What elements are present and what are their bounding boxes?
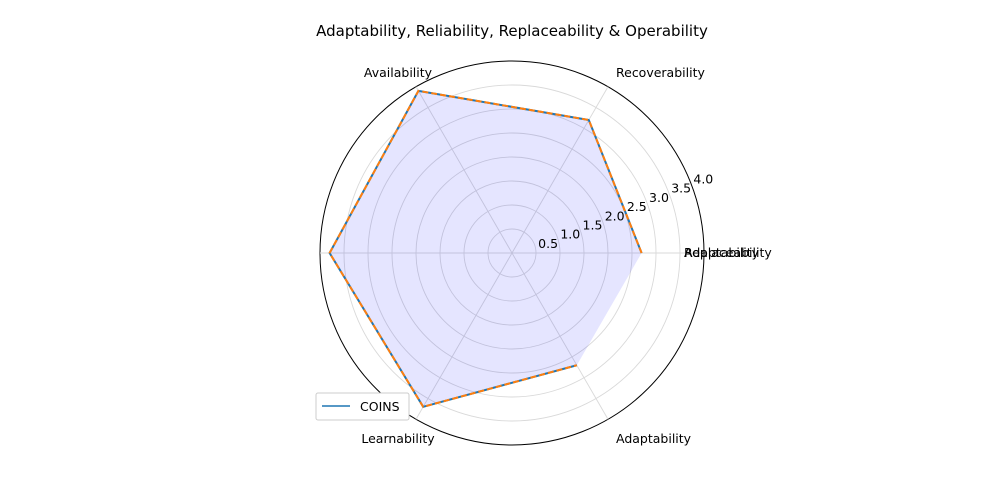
axis-labels: Adaptability Recoverability Availability Re…: [361, 65, 772, 446]
chart-title: Adaptability, Reliability, Replaceabilit…: [316, 22, 708, 40]
legend-label: COINS: [360, 399, 400, 414]
radial-tick-label: 3.5: [671, 181, 691, 196]
radial-tick-label: 0.5: [538, 236, 558, 251]
axis-label-availability: Availability: [364, 65, 433, 80]
series-layer: [328, 89, 643, 408]
axis-label-adaptability: Adaptability: [616, 431, 692, 446]
legend-box: [315, 392, 410, 421]
axis-spoke: [511, 252, 609, 420]
axis-spoke: [415, 252, 513, 420]
axis-label-recoverability: Recoverability: [616, 65, 705, 80]
series-fill-area: [329, 90, 642, 407]
radial-tick-label: 2.0: [605, 208, 625, 223]
axis-label-replaceability: Replaceability: [684, 245, 772, 260]
legend: COINS: [315, 392, 410, 421]
axis-label-adaptability: Adaptability: [684, 245, 760, 260]
radial-tick-label: 4.0: [693, 172, 713, 187]
axis-label-learnability: Learnability: [361, 431, 435, 446]
series-line-dashed: [328, 89, 643, 408]
axis-spoke: [415, 86, 513, 254]
radial-tick-label: 1.0: [560, 227, 580, 242]
radial-tick-labels: 0.51.01.52.02.53.03.54.0: [538, 172, 713, 251]
axis-spokes: [320, 86, 704, 420]
axis-spoke: [511, 86, 609, 254]
radial-tick-label: 1.5: [583, 217, 603, 232]
radial-tick-label: 2.5: [627, 199, 647, 214]
radial-tick-label: 3.0: [649, 190, 669, 205]
